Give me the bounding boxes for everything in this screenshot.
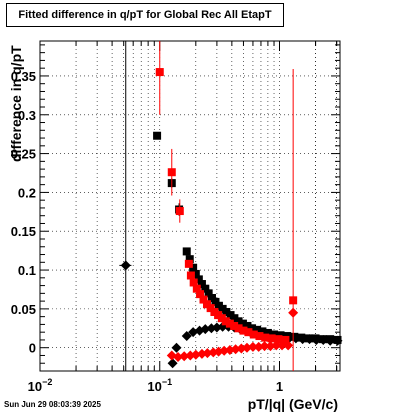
data-point-square — [274, 335, 283, 344]
data-point-diamond — [179, 351, 190, 362]
marks-layer — [119, 41, 343, 371]
x-tick-label: 10−2 — [28, 377, 53, 394]
y-axis-label: difference in q/pT — [8, 45, 24, 162]
data-point-diamond — [297, 334, 308, 345]
data-point-square — [221, 317, 230, 326]
data-point-square — [153, 131, 162, 140]
chart-title: Fitted difference in q/pT for Global Rec… — [6, 3, 284, 27]
data-point-diamond — [311, 334, 322, 345]
x-tick-label: 10−1 — [147, 377, 172, 394]
data-point-square — [238, 319, 247, 328]
data-point-diamond — [172, 352, 183, 363]
data-point-diamond — [288, 307, 299, 318]
data-point-square — [243, 321, 252, 330]
x-axis-label: pT/|q| (GeV/c) — [247, 396, 338, 412]
data-point-diamond — [167, 358, 178, 369]
x-tick-label: 1 — [276, 379, 283, 394]
data-point-diamond — [304, 334, 315, 345]
data-point-square — [184, 259, 193, 268]
data-point-diamond — [200, 324, 211, 335]
data-point-diamond — [283, 340, 294, 351]
data-point-diamond — [241, 342, 252, 353]
data-point-square — [281, 335, 290, 344]
data-point-diamond — [265, 341, 276, 352]
data-point-diamond — [332, 335, 343, 346]
data-point-diamond — [247, 341, 258, 352]
data-point-square — [155, 68, 164, 77]
data-point-diamond — [190, 349, 201, 360]
timestamp: Sun Jun 29 08:03:39 2025 — [4, 400, 101, 409]
y-tick-label: 0.2 — [18, 185, 36, 200]
data-point-diamond — [171, 342, 182, 353]
data-point-square — [289, 296, 298, 305]
data-point-diamond — [253, 341, 264, 352]
data-point-square — [189, 263, 198, 272]
data-point-square — [196, 290, 205, 299]
data-point-square — [249, 330, 258, 339]
data-point-square — [261, 333, 270, 342]
y-tick-label: 0.1 — [18, 263, 36, 278]
data-point-diamond — [259, 341, 270, 352]
data-point-square — [267, 334, 276, 343]
data-point-square — [186, 271, 195, 280]
data-point-square — [194, 275, 203, 284]
data-point-diamond — [277, 340, 288, 351]
data-point-square — [192, 284, 201, 293]
y-tick-label: 0.3 — [18, 108, 36, 123]
data-point-square — [185, 255, 194, 264]
data-point-square — [182, 247, 191, 256]
y-tick-label: 0.15 — [11, 224, 36, 239]
data-point-square — [234, 317, 243, 326]
data-point-square — [244, 328, 253, 337]
data-point-square — [191, 269, 200, 278]
data-point-diamond — [202, 348, 213, 359]
data-point-diamond — [181, 331, 192, 342]
data-point-square — [222, 307, 231, 316]
y-tick-label: 0 — [29, 341, 36, 356]
grid-layer — [39, 41, 340, 371]
data-point-diamond — [318, 334, 329, 345]
data-point-square — [234, 324, 243, 333]
data-point-square — [225, 319, 234, 328]
y-tick-label: 0.25 — [11, 147, 36, 162]
data-point-diamond — [325, 335, 336, 346]
data-point-square — [199, 295, 208, 304]
data-point-diamond — [120, 260, 131, 271]
y-tick-label: 0.05 — [11, 302, 36, 317]
data-point-square — [197, 280, 206, 289]
data-point-square — [255, 332, 264, 341]
axis-layer: 0 0.05 0.1 0.15 0.2 0.25 0.3 0.35 10−2 10−1 1 — [11, 40, 341, 394]
data-point-square — [167, 168, 176, 177]
data-point-square — [204, 289, 213, 298]
data-point-square — [201, 284, 210, 293]
data-point-square — [230, 321, 239, 330]
plot-frame — [39, 40, 341, 372]
data-point-square — [175, 207, 184, 216]
y-tick-label: 0.35 — [11, 69, 36, 84]
data-point-square — [239, 326, 248, 335]
data-point-square — [189, 278, 198, 287]
data-point-square — [230, 314, 239, 323]
data-point-diamond — [271, 340, 282, 351]
